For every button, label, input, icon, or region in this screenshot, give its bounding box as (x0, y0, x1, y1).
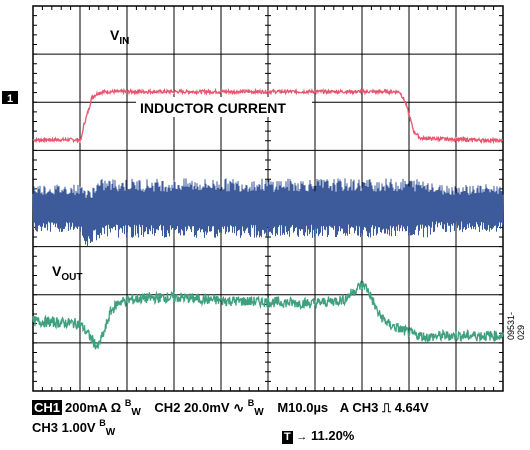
ch2-value: CH2 20.0mV (154, 400, 230, 415)
vin-trace (32, 87, 504, 145)
inductor-current-label: INDUCTOR CURRENT (140, 100, 286, 116)
inductor-label-background (136, 97, 312, 117)
trigger-position-value: 11.20% (310, 428, 355, 443)
ch1-value: 200mA Ω (65, 400, 122, 415)
ch2-bw-b: B (247, 398, 255, 408)
oscilloscope-screen: 1 VIN INDUCTOR CURRENT VOUT (2, 5, 504, 392)
trigger-level: 4.64V (394, 400, 429, 415)
status-line-2: CH3 1.00V BW (32, 418, 115, 438)
ch3-bw-w: W (105, 427, 116, 438)
vout-trace (32, 280, 504, 350)
vin-label: VIN (110, 27, 129, 47)
ch1-tag: CH1 (32, 400, 63, 415)
timebase: M10.0µs (277, 400, 329, 415)
ch1-bw-w: W (131, 407, 141, 418)
inductor-current-trace (32, 178, 504, 247)
arrow-right-icon: → (296, 431, 308, 443)
ground-marker-ch1: 1 (2, 91, 18, 105)
status-line-1: CH1 200mA Ω BW CH2 20.0mV ∿ BW M10.0µs A … (32, 398, 429, 418)
rising-edge-icon: ⎍ (381, 400, 392, 415)
ch3-value: CH3 1.00V (32, 420, 96, 435)
trace-layer (32, 87, 504, 350)
trigger-position: T → 11.20% (282, 428, 354, 444)
vout-label: VOUT (52, 263, 82, 283)
ground-marker-label: 1 (7, 93, 13, 105)
ch2-coupling-icon: ∿ (233, 400, 245, 415)
trigger-position-tag: T (282, 431, 293, 444)
figure-id: 09531-029 (506, 311, 526, 340)
trigger-source: A CH3 (339, 400, 379, 415)
ch3-bw-b: B (99, 418, 106, 428)
ch1-bw-b: B (124, 398, 132, 408)
ch2-bw-w: W (254, 407, 264, 418)
